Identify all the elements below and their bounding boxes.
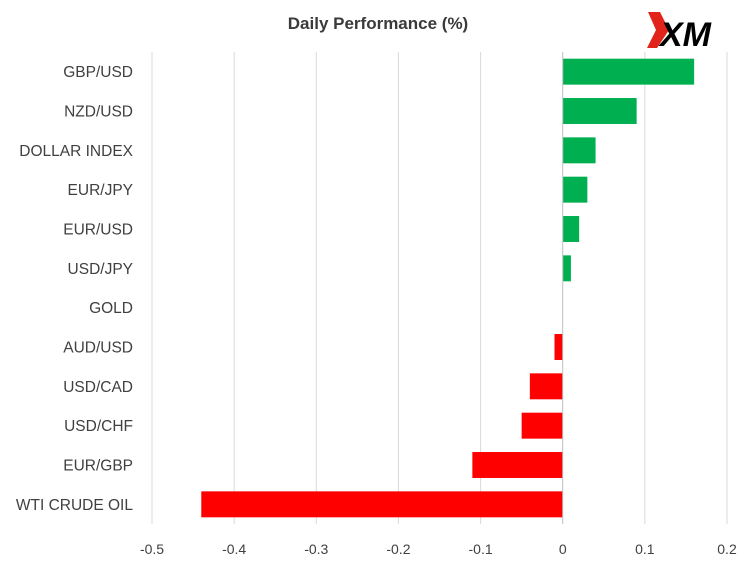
x-tick-label: -0.2	[386, 541, 410, 557]
category-label: NZD/USD	[64, 104, 133, 121]
grid-lines	[151, 52, 728, 524]
bar	[562, 58, 695, 85]
x-tick-label: -0.3	[304, 541, 328, 557]
bar	[562, 216, 580, 242]
xm-logo-text: XM	[658, 16, 712, 54]
category-labels: GBP/USD NZD/USD DOLLAR INDEX EUR/JPY EUR/USD…	[16, 64, 134, 514]
bar	[201, 491, 563, 518]
chart-title: Daily Performance (%)	[288, 14, 468, 33]
category-label: USD/CAD	[63, 379, 133, 396]
bar	[562, 176, 588, 203]
bar	[472, 452, 563, 478]
x-tick-label: 0.1	[635, 541, 655, 557]
bars	[201, 58, 695, 518]
category-label: EUR/USD	[63, 222, 133, 239]
x-tick-label: 0	[559, 541, 567, 557]
bar	[562, 255, 571, 282]
category-label: GOLD	[89, 300, 133, 317]
category-label: DOLLAR INDEX	[19, 143, 133, 160]
bar	[529, 373, 563, 400]
x-tick-label: -0.1	[469, 541, 493, 557]
bar	[521, 412, 563, 439]
category-label: EUR/GBP	[63, 458, 133, 475]
xm-logo: XM	[647, 12, 712, 54]
x-tick-labels: -0.5 -0.4 -0.3 -0.2 -0.1 0 0.1 0.2	[140, 541, 737, 557]
category-label: USD/CHF	[64, 418, 133, 435]
category-label: AUD/USD	[63, 340, 133, 357]
category-label: WTI CRUDE OIL	[16, 497, 133, 514]
bar	[562, 137, 596, 164]
category-label: USD/JPY	[68, 261, 133, 278]
x-tick-label: -0.4	[222, 541, 246, 557]
bar	[562, 98, 637, 124]
bar	[554, 334, 563, 360]
x-tick-label: -0.5	[140, 541, 164, 557]
category-label: EUR/JPY	[68, 182, 133, 199]
category-label: GBP/USD	[63, 64, 133, 81]
x-tick-label: 0.2	[717, 541, 737, 557]
xm-logo-accent	[647, 12, 669, 48]
